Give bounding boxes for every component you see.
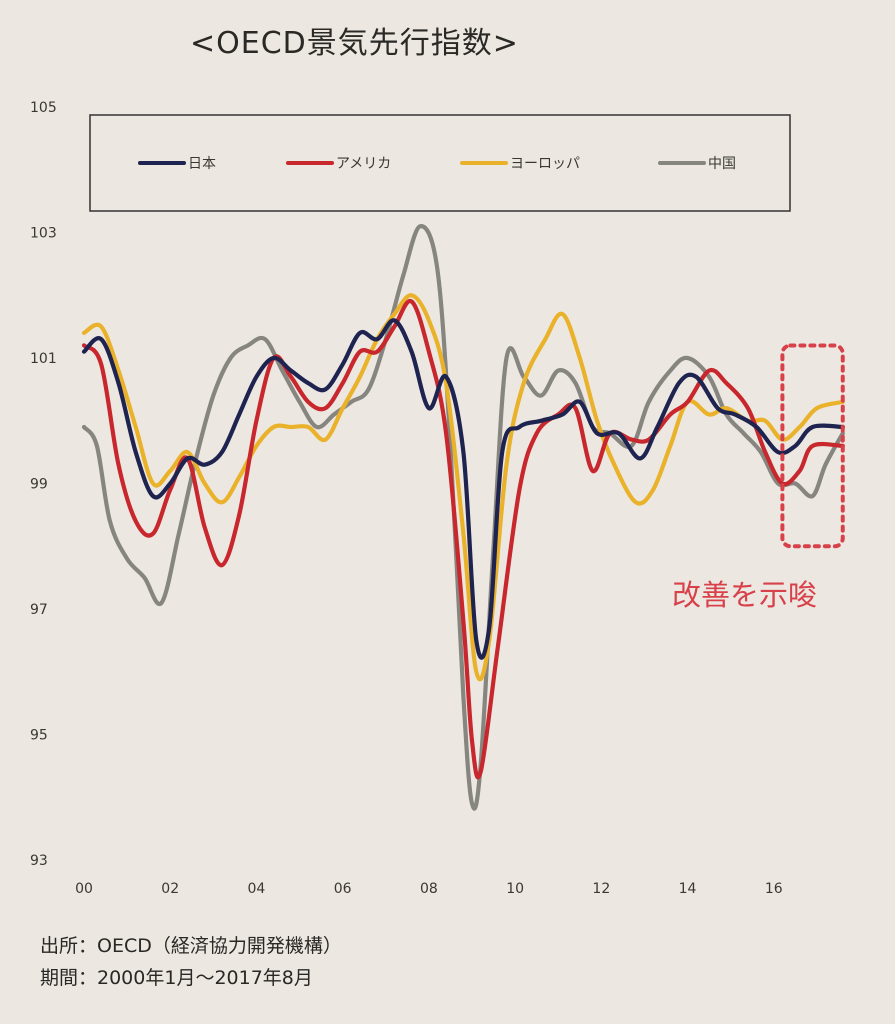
legend-box (89, 114, 791, 212)
y-tick-label: 93 (30, 853, 48, 869)
x-tick-label: 12 (592, 881, 610, 897)
legend-label: アメリカ (336, 156, 391, 172)
x-tick-label: 10 (506, 881, 524, 897)
x-tick-label: 14 (679, 881, 697, 897)
y-tick-label: 95 (30, 728, 48, 744)
series-line (81, 293, 845, 682)
annotation-improvement: 改善を示唆 (672, 578, 818, 612)
x-tick-label: 04 (248, 881, 266, 897)
x-tick-label: 08 (420, 881, 438, 897)
chart-title: <OECD景気先行指数> (190, 26, 519, 61)
x-tick-label: 06 (334, 881, 352, 897)
y-tick-label: 99 (30, 477, 48, 493)
y-tick-label: 97 (30, 602, 48, 618)
highlight-box (780, 343, 845, 549)
series-line (81, 224, 845, 811)
x-tick-label: 16 (765, 881, 783, 897)
y-tick-label: 105 (30, 100, 57, 116)
period-line: 期間：2000年1月～2017年8月 (40, 967, 313, 989)
source-note: 出所：OECD（経済協力開発機構） 期間：2000年1月～2017年8月 (40, 930, 342, 994)
source-line: 出所：OECD（経済協力開発機構） (40, 935, 342, 957)
y-tick-label: 101 (30, 351, 57, 367)
x-tick-label: 02 (161, 881, 179, 897)
legend-label: 日本 (188, 156, 216, 172)
series-line (81, 318, 845, 660)
legend-label: ヨーロッパ (510, 156, 580, 172)
x-tick-label: 00 (75, 881, 93, 897)
series-line (81, 298, 845, 780)
y-tick-label: 103 (30, 226, 57, 242)
legend-label: 中国 (708, 156, 736, 172)
